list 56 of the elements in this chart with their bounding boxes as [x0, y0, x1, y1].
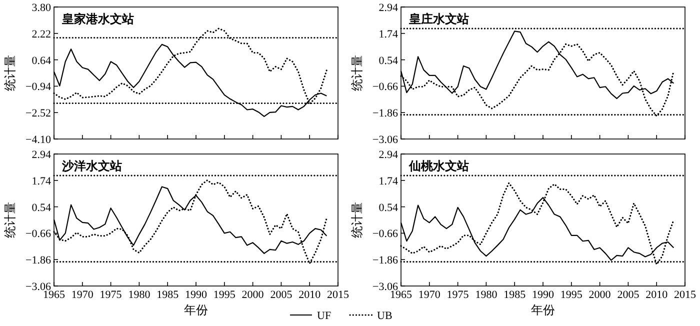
- x-tick-label: 1990: [185, 289, 208, 301]
- y-tick-label: 0.54: [378, 54, 398, 67]
- x-tick-label: 2005: [617, 289, 640, 301]
- y-tick-label: −3.06: [372, 134, 398, 146]
- y-axis-title: 统计量: [3, 55, 17, 91]
- y-tick-label: −1.86: [26, 254, 52, 267]
- x-axis-title: 年份: [531, 303, 555, 317]
- x-tick-label: 1970: [71, 289, 94, 301]
- y-tick-label: 2.94: [378, 2, 398, 14]
- x-tick-label: 1965: [43, 289, 66, 301]
- chart-title: 沙洋水文站: [61, 159, 122, 173]
- y-tick-label: 1.74: [32, 175, 52, 188]
- y-tick-label: −4.10: [26, 134, 52, 146]
- x-tick-label: 1995: [560, 289, 583, 301]
- x-tick-label: 2015: [327, 289, 350, 301]
- x-tick-label: 2010: [298, 289, 322, 301]
- y-tick-label: −1.86: [372, 108, 398, 120]
- legend-label: UB: [377, 310, 392, 322]
- y-tick-label: 1.74: [378, 175, 398, 188]
- y-tick-label: 2.94: [32, 149, 52, 161]
- x-tick-label: 1985: [156, 289, 180, 301]
- chart-title: 仙桃水文站: [408, 159, 469, 173]
- y-tick-label: 0.64: [32, 54, 52, 67]
- y-tick-label: −0.66: [372, 81, 398, 94]
- x-tick-label: 1995: [213, 289, 236, 301]
- y-axis-title: 统计量: [3, 202, 17, 238]
- x-tick-label: 1980: [128, 289, 151, 301]
- x-tick-label: 2000: [588, 289, 612, 301]
- y-axis-title: 统计量: [350, 55, 364, 91]
- x-tick-label: 2015: [674, 289, 696, 301]
- x-tick-label: 2005: [270, 289, 293, 301]
- x-tick-label: 1985: [504, 289, 526, 301]
- y-tick-label: 3.80: [32, 2, 52, 14]
- x-tick-label: 1990: [532, 289, 554, 301]
- text: 皇家港水文站: [61, 12, 134, 26]
- y-tick-label: 0.54: [378, 202, 398, 214]
- y-tick-label: −1.86: [372, 254, 398, 267]
- y-tick-label: 2.22: [32, 28, 51, 40]
- x-axis-title: 年份: [184, 303, 208, 317]
- x-tick-label: 2010: [646, 289, 668, 301]
- x-tick-label: 1975: [100, 289, 122, 301]
- x-tick-label: 1980: [475, 289, 498, 301]
- y-tick-label: −0.66: [26, 228, 52, 240]
- y-tick-label: 2.94: [378, 149, 398, 161]
- y-tick-label: −0.66: [372, 228, 398, 240]
- x-tick-label: 2000: [242, 289, 264, 301]
- y-tick-label: −0.94: [26, 81, 52, 94]
- y-tick-label: 0.54: [32, 202, 52, 214]
- x-tick-label: 1970: [418, 289, 441, 301]
- y-tick-label: 1.74: [378, 28, 398, 40]
- chart-title: 皇庄水文站: [408, 12, 469, 26]
- x-tick-label: 1965: [390, 289, 412, 301]
- legend-label: UF: [317, 310, 332, 322]
- x-tick-label: 1975: [446, 289, 470, 301]
- y-axis-title: 统计量: [350, 202, 364, 238]
- y-tick-label: −2.52: [26, 108, 51, 120]
